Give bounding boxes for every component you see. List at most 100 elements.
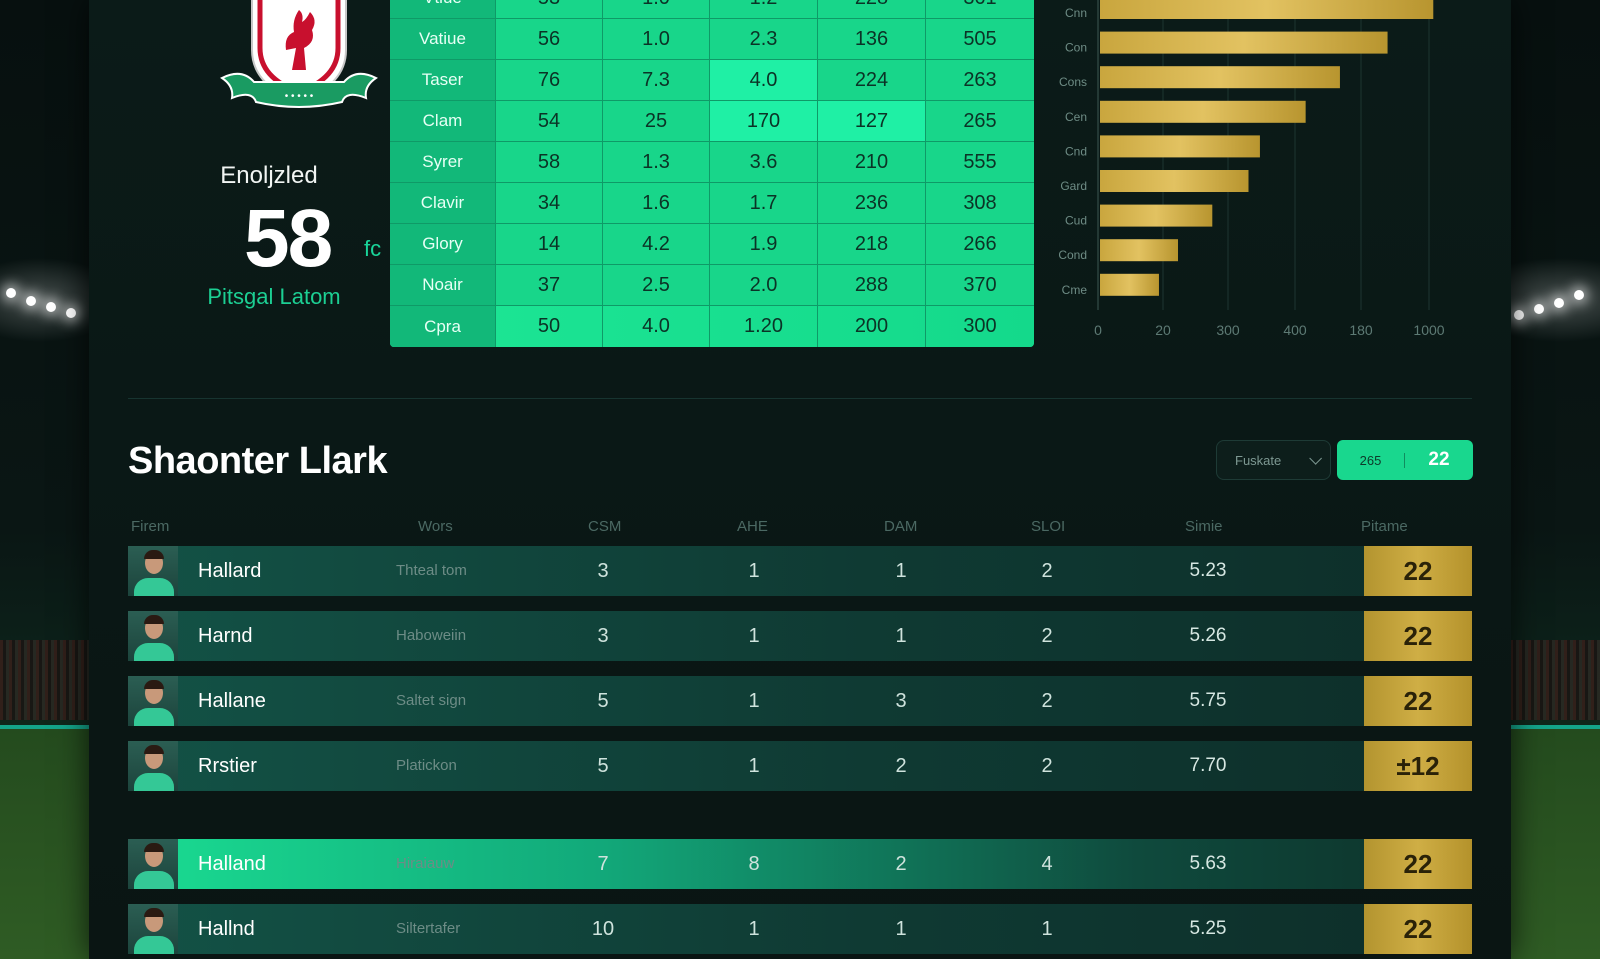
stats-cell: 288 (818, 265, 926, 305)
column-header[interactable]: AHE (737, 518, 768, 535)
stat-value: 1 (1041, 918, 1053, 940)
stats-cell: 4.0 (603, 306, 710, 347)
player-name[interactable]: Hallane (198, 690, 266, 712)
column-header[interactable]: Firem (131, 518, 170, 535)
stats-cell: 4.2 (603, 224, 710, 264)
stats-cell: 4.0 (710, 60, 818, 100)
stat-value: 5 (597, 690, 609, 712)
stats-cell: 370 (963, 273, 997, 296)
bar (1100, 204, 1213, 227)
stats-cell: 361 (926, 0, 1034, 18)
player-team: Platickon (396, 757, 457, 774)
stats-cell: 54 (496, 101, 603, 141)
stats-cell: 1.0 (603, 0, 710, 18)
stats-cell: 127 (818, 101, 926, 141)
stats-cell: 2.0 (710, 265, 818, 305)
stat-value: 1 (748, 560, 760, 582)
stat-value: 3 (597, 560, 609, 582)
stats-row-label: Clavir (390, 183, 496, 223)
stats-row: Clavir 34 1.6 1.7 236 308 (390, 183, 1034, 224)
points-badge: 22 (1364, 839, 1472, 889)
player-avatar (128, 904, 178, 954)
leaderboard-row[interactable]: Halland Hiraiauw 7 8 2 4 5.63 22 (128, 839, 1472, 889)
player-rating: 5.63 (1189, 853, 1227, 874)
player-name[interactable]: Harnd (198, 625, 253, 647)
x-tick-label: 1000 (1413, 322, 1444, 338)
points-badge: ±12 (1364, 741, 1472, 791)
y-category-label: Cond (1058, 248, 1087, 262)
stat-value: 1 (895, 918, 907, 940)
stats-row: Cpra 50 4.0 1.20 200 300 (390, 306, 1034, 347)
stat-value: 7 (597, 853, 609, 875)
player-name[interactable]: Rrstier (198, 755, 257, 777)
dashboard-panel: • • • • • Enoljzled 58 fc Pitsgal Latom … (89, 0, 1511, 959)
count-b: 22 (1428, 449, 1450, 470)
leaderboard-row[interactable]: Harnd Haboweiin 3 1 1 2 5.26 22 (128, 611, 1472, 661)
stat-value: 1 (748, 755, 760, 777)
stats-row-label: Clam (390, 101, 496, 141)
pitch-right (1510, 729, 1600, 959)
stat-value: 1 (895, 625, 907, 647)
chevron-down-icon (1309, 451, 1322, 465)
stats-row-label: Taser (390, 60, 496, 100)
player-name[interactable]: Hallnd (198, 918, 255, 940)
column-header[interactable]: CSM (588, 518, 622, 535)
column-header[interactable]: Wors (418, 518, 453, 535)
stats-cell: 14 (496, 224, 603, 264)
stats-cell: 1.9 (710, 224, 818, 264)
player-rating: 5.26 (1189, 625, 1227, 646)
column-header[interactable]: Simie (1185, 518, 1223, 535)
bar (1100, 0, 1434, 19)
stat-value: 1 (748, 625, 760, 647)
player-avatar (128, 741, 178, 791)
stat-value: 1 (895, 560, 907, 582)
section-divider (128, 398, 1472, 399)
stats-row-label: Cpra (390, 306, 496, 347)
column-header[interactable]: Pitame (1361, 518, 1408, 535)
stats-cell: 1.7 (710, 183, 818, 223)
leaderboard-controls: Fuskate 265 22 (1216, 440, 1473, 480)
crowd-right (1510, 640, 1600, 720)
stat-value: 4 (1041, 853, 1053, 875)
leaderboard-row[interactable]: Hallane Saltet sign 5 1 3 2 5.75 22 (128, 676, 1472, 726)
bar (1100, 170, 1249, 192)
stats-cell: 53 (496, 0, 603, 18)
filter-dropdown[interactable]: Fuskate (1216, 440, 1331, 480)
stat-value: 2 (895, 755, 907, 777)
player-name[interactable]: Halland (198, 853, 266, 875)
leaderboard-row[interactable]: Hallard Thteal tom 3 1 1 2 5.23 22 (128, 546, 1472, 596)
bar (1100, 66, 1340, 89)
column-header[interactable]: SLOI (1031, 518, 1066, 535)
pitch-left (0, 729, 90, 959)
stat-value: 1 (748, 690, 760, 712)
stats-cell: 308 (963, 191, 997, 214)
stat-value: 5 (597, 755, 609, 777)
stat-value: 2 (1041, 560, 1053, 582)
stats-cell: 218 (818, 224, 926, 264)
count-toggle[interactable]: 265 22 (1337, 440, 1473, 480)
club-summary: • • • • • Enoljzled 58 fc Pitsgal Latom (149, 0, 389, 330)
y-category-label: Cons (1059, 75, 1087, 89)
x-tick-label: 0 (1094, 322, 1102, 338)
leaderboard-row[interactable]: Hallnd Siltertafer 10 1 1 1 5.25 22 (128, 904, 1472, 954)
stats-row: Vatiue 56 1.0 2.3 136 505 (390, 19, 1034, 60)
leaderboard-row[interactable]: Rrstier Platickon 5 1 2 2 7.70 ±12 (128, 741, 1472, 791)
column-header[interactable]: DAM (884, 518, 918, 535)
club-suffix: fc (364, 236, 382, 261)
stats-cell: 505 (963, 27, 997, 50)
stats-cell: 236 (818, 183, 926, 223)
stats-row: Syrer 58 1.3 3.6 210 555 (390, 142, 1034, 183)
stat-value: 2 (895, 853, 907, 875)
bar (1100, 273, 1159, 296)
stats-row-label: Syrer (390, 142, 496, 182)
player-name[interactable]: Hallard (198, 560, 262, 582)
player-avatar (128, 546, 178, 596)
player-avatar (128, 611, 178, 661)
y-category-label: Gard (1060, 179, 1087, 193)
player-rating: 5.23 (1189, 560, 1227, 581)
stats-cell: 2.5 (603, 265, 710, 305)
stats-cell: 136 (818, 19, 926, 59)
stat-value: 2 (1041, 690, 1053, 712)
points-badge: 22 (1364, 676, 1472, 726)
bar (1100, 239, 1179, 262)
